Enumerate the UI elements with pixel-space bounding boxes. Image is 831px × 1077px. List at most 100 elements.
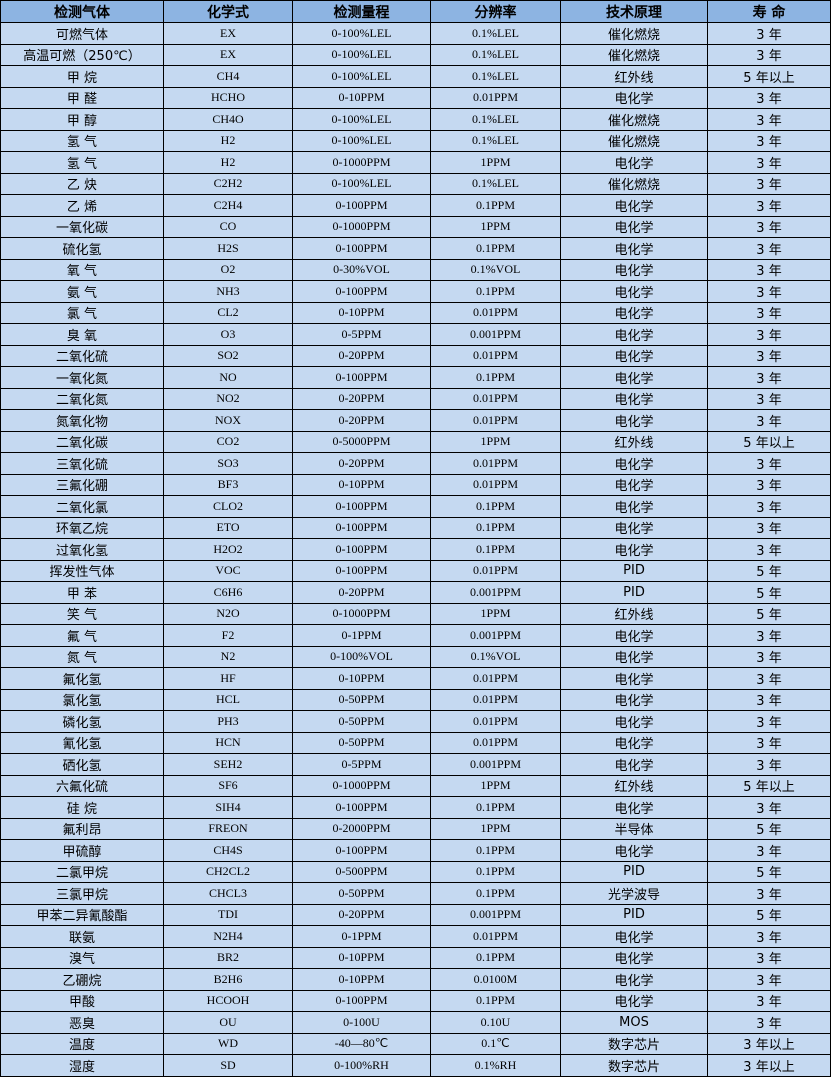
cell-lifetime: 3 年 — [707, 731, 831, 754]
cell-lifetime: 3 年 — [707, 409, 831, 432]
cell-lifetime: 3 年 — [707, 280, 831, 303]
cell-range: 0-100PPM — [292, 366, 431, 389]
cell-lifetime: 3 年 — [707, 129, 831, 152]
cell-principle: 电化学 — [560, 452, 708, 475]
table-row: 二氧化氮 NO2 0-20PPM 0.01PPM 电化学 3 年 — [0, 387, 831, 410]
cell-range: 0-100PPM — [292, 194, 431, 217]
table-row: 挥发性气体 VOC 0-100PPM 0.01PPM PID 5 年 — [0, 559, 831, 582]
cell-formula: PH3 — [163, 710, 293, 733]
table-row: 二氯甲烷 CH2CL2 0-500PPM 0.1PPM PID 5 年 — [0, 860, 831, 883]
cell-range: 0-5000PPM — [292, 430, 431, 453]
cell-gas: 联氨 — [0, 925, 164, 948]
header-lifetime: 寿 命 — [707, 0, 831, 23]
cell-principle: 红外线 — [560, 602, 708, 625]
cell-lifetime: 3 年 — [707, 43, 831, 66]
cell-lifetime: 3 年 — [707, 301, 831, 324]
table-header-row: 检测气体 化学式 检测量程 分辨率 技术原理 寿 命 — [0, 0, 831, 23]
table-row: 过氧化氢 H2O2 0-100PPM 0.1PPM 电化学 3 年 — [0, 538, 831, 561]
cell-resolution: 0.01PPM — [430, 710, 561, 733]
table-row: 硅 烷 SIH4 0-100PPM 0.1PPM 电化学 3 年 — [0, 796, 831, 819]
cell-resolution: 0.01PPM — [430, 387, 561, 410]
cell-formula: C2H2 — [163, 172, 293, 195]
cell-resolution: 0.01PPM — [430, 86, 561, 109]
table-row: 臭 氧 O3 0-5PPM 0.001PPM 电化学 3 年 — [0, 323, 831, 346]
header-resolution: 分辨率 — [430, 0, 561, 23]
cell-formula: N2 — [163, 645, 293, 668]
cell-resolution: 0.1%LEL — [430, 65, 561, 88]
cell-lifetime: 3 年 — [707, 473, 831, 496]
cell-principle: 电化学 — [560, 946, 708, 969]
cell-resolution: 0.1PPM — [430, 989, 561, 1012]
cell-formula: VOC — [163, 559, 293, 582]
cell-resolution: 0.1PPM — [430, 946, 561, 969]
cell-range: 0-20PPM — [292, 344, 431, 367]
cell-range: 0-100PPM — [292, 516, 431, 539]
cell-formula: HF — [163, 667, 293, 690]
cell-gas: 三氯甲烷 — [0, 882, 164, 905]
cell-formula: OU — [163, 1011, 293, 1034]
cell-formula: SO2 — [163, 344, 293, 367]
cell-resolution: 0.1%LEL — [430, 172, 561, 195]
table-row: 一氧化氮 NO 0-100PPM 0.1PPM 电化学 3 年 — [0, 366, 831, 389]
cell-resolution: 0.10U — [430, 1011, 561, 1034]
cell-lifetime: 3 年 — [707, 624, 831, 647]
table-row: 硫化氢 H2S 0-100PPM 0.1PPM 电化学 3 年 — [0, 237, 831, 260]
table-row: 可燃气体 EX 0-100%LEL 0.1%LEL 催化燃烧 3 年 — [0, 22, 831, 45]
cell-lifetime: 3 年 — [707, 753, 831, 776]
cell-formula: EX — [163, 22, 293, 45]
cell-range: 0-20PPM — [292, 903, 431, 926]
cell-lifetime: 3 年 — [707, 796, 831, 819]
cell-lifetime: 3 年 — [707, 710, 831, 733]
cell-principle: 电化学 — [560, 624, 708, 647]
cell-gas: 二氯甲烷 — [0, 860, 164, 883]
cell-range: 0-1PPM — [292, 624, 431, 647]
cell-range: 0-10PPM — [292, 946, 431, 969]
cell-formula: C2H4 — [163, 194, 293, 217]
cell-formula: SF6 — [163, 774, 293, 797]
cell-range: 0-100PPM — [292, 237, 431, 260]
cell-principle: 电化学 — [560, 645, 708, 668]
cell-formula: SEH2 — [163, 753, 293, 776]
cell-formula: N2H4 — [163, 925, 293, 948]
cell-gas: 甲酸 — [0, 989, 164, 1012]
cell-lifetime: 3 年 — [707, 495, 831, 518]
cell-gas: 六氟化硫 — [0, 774, 164, 797]
cell-principle: PID — [560, 581, 708, 604]
cell-principle: 电化学 — [560, 839, 708, 862]
cell-range: 0-100%VOL — [292, 645, 431, 668]
cell-resolution: 0.01PPM — [430, 559, 561, 582]
cell-range: 0-500PPM — [292, 860, 431, 883]
cell-resolution: 0.1PPM — [430, 538, 561, 561]
cell-formula: HCHO — [163, 86, 293, 109]
cell-formula: SO3 — [163, 452, 293, 475]
cell-formula: H2 — [163, 151, 293, 174]
table-row: 氟 气 F2 0-1PPM 0.001PPM 电化学 3 年 — [0, 624, 831, 647]
cell-lifetime: 3 年 — [707, 688, 831, 711]
cell-gas: 溴气 — [0, 946, 164, 969]
cell-gas: 二氧化氮 — [0, 387, 164, 410]
table-row: 溴气 BR2 0-10PPM 0.1PPM 电化学 3 年 — [0, 946, 831, 969]
cell-lifetime: 5 年 — [707, 559, 831, 582]
cell-range: -40—80℃ — [292, 1032, 431, 1055]
cell-formula: F2 — [163, 624, 293, 647]
cell-range: 0-10PPM — [292, 667, 431, 690]
cell-formula: TDI — [163, 903, 293, 926]
cell-formula: NOX — [163, 409, 293, 432]
cell-formula: NH3 — [163, 280, 293, 303]
cell-resolution: 0.1%LEL — [430, 43, 561, 66]
cell-formula: O2 — [163, 258, 293, 281]
cell-gas: 甲 苯 — [0, 581, 164, 604]
cell-gas: 氰化氢 — [0, 731, 164, 754]
table-row: 氢 气 H2 0-100%LEL 0.1%LEL 催化燃烧 3 年 — [0, 129, 831, 152]
cell-formula: CH4S — [163, 839, 293, 862]
cell-range: 0-1000PPM — [292, 774, 431, 797]
table-row: 恶臭 OU 0-100U 0.10U MOS 3 年 — [0, 1011, 831, 1034]
cell-gas: 氟 气 — [0, 624, 164, 647]
cell-gas: 一氧化氮 — [0, 366, 164, 389]
cell-gas: 高温可燃（250℃） — [0, 43, 164, 66]
cell-range: 0-5PPM — [292, 323, 431, 346]
cell-resolution: 0.1PPM — [430, 366, 561, 389]
cell-formula: HCOOH — [163, 989, 293, 1012]
cell-range: 0-1000PPM — [292, 151, 431, 174]
